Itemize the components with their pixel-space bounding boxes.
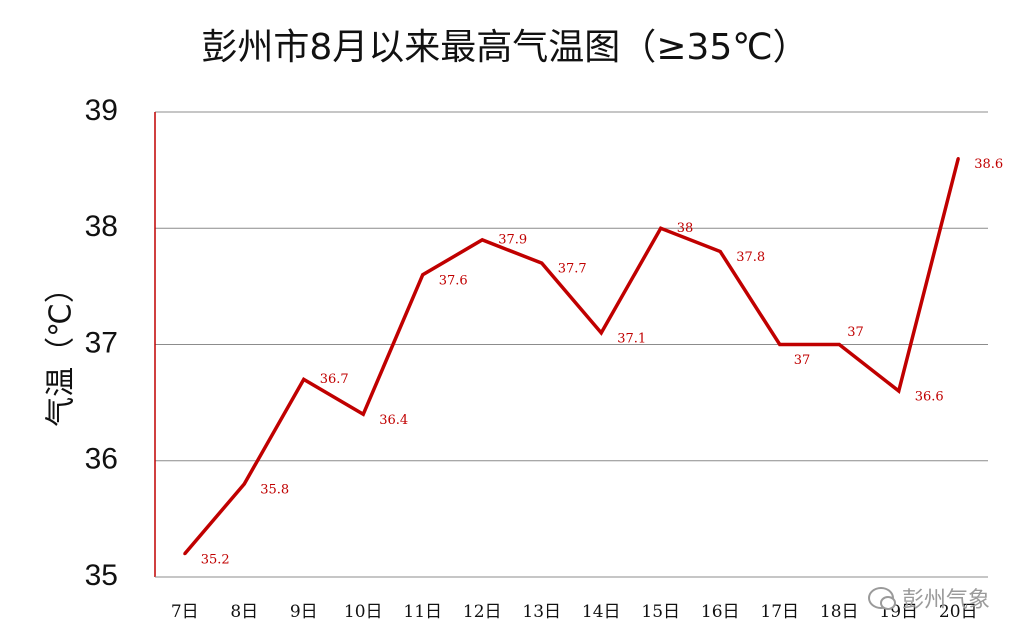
data-point xyxy=(421,273,425,277)
data-label: 38 xyxy=(677,221,694,236)
data-label: 36.7 xyxy=(320,372,349,387)
data-label: 37 xyxy=(794,353,811,368)
data-point xyxy=(361,412,365,416)
x-tick-label: 15日 xyxy=(641,602,680,622)
watermark: 彭州气象 xyxy=(867,582,990,614)
data-point xyxy=(183,552,187,556)
data-point xyxy=(242,482,246,486)
y-tick-labels: 35 36 37 38 39 xyxy=(85,94,118,592)
x-tick-label: 9日 xyxy=(290,602,318,622)
wechat-icon xyxy=(867,587,896,610)
x-tick-label: 7日 xyxy=(171,602,199,622)
x-tick-label: 16日 xyxy=(701,602,740,622)
x-tick-labels: 7日 8日 9日 10日 11日 12日 13日 14日 15日 16日 17日 18日 19日 20日 xyxy=(171,602,978,622)
x-tick-label: 11日 xyxy=(403,602,442,622)
x-tick-label: 8日 xyxy=(230,602,258,622)
data-point xyxy=(718,250,722,253)
data-label: 37.7 xyxy=(558,262,587,277)
data-point xyxy=(897,389,901,393)
axes xyxy=(154,112,988,578)
y-tick-label: 36 xyxy=(85,443,118,476)
data-label: 37.8 xyxy=(736,250,765,265)
y-tick-label: 35 xyxy=(85,559,118,592)
data-point xyxy=(956,157,960,160)
data-point xyxy=(302,377,306,381)
data-labels: 35.2 35.8 36.7 36.4 37.6 37.9 37.7 37.1 38 37.8 37… xyxy=(201,157,1003,567)
data-label: 37.9 xyxy=(498,232,527,247)
data-point xyxy=(599,331,603,335)
y-axis-label: 气温（℃） xyxy=(44,273,79,427)
y-tick-label: 39 xyxy=(85,94,118,127)
data-label: 37.6 xyxy=(439,273,468,288)
x-tick-label: 13日 xyxy=(522,602,561,622)
data-label: 37 xyxy=(847,325,864,340)
grid-lines xyxy=(155,111,988,462)
data-point xyxy=(778,343,782,346)
y-tick-label: 38 xyxy=(85,210,118,243)
data-point xyxy=(659,226,663,230)
x-tick-label: 18日 xyxy=(820,602,859,622)
data-label: 36.4 xyxy=(379,413,408,428)
x-tick-label: 14日 xyxy=(582,602,621,622)
series xyxy=(183,157,960,556)
data-label: 36.6 xyxy=(915,390,944,405)
data-label: 37.1 xyxy=(617,331,646,346)
data-point xyxy=(540,261,544,265)
data-label: 35.8 xyxy=(260,483,289,498)
data-point xyxy=(837,343,841,346)
x-tick-label: 20日 xyxy=(939,602,978,622)
y-tick-label: 37 xyxy=(85,326,118,359)
data-point xyxy=(480,238,484,242)
data-label: 35.2 xyxy=(201,552,230,567)
x-tick-label: 10日 xyxy=(344,602,383,622)
watermark-text: 彭州气象 xyxy=(901,588,990,613)
series-line xyxy=(183,158,960,555)
x-tick-label: 17日 xyxy=(760,602,799,622)
chart-title: 彭州市8月以来最高气温图（≥35℃） xyxy=(201,27,809,68)
data-label: 38.6 xyxy=(974,157,1003,172)
x-tick-label: 12日 xyxy=(463,602,502,622)
